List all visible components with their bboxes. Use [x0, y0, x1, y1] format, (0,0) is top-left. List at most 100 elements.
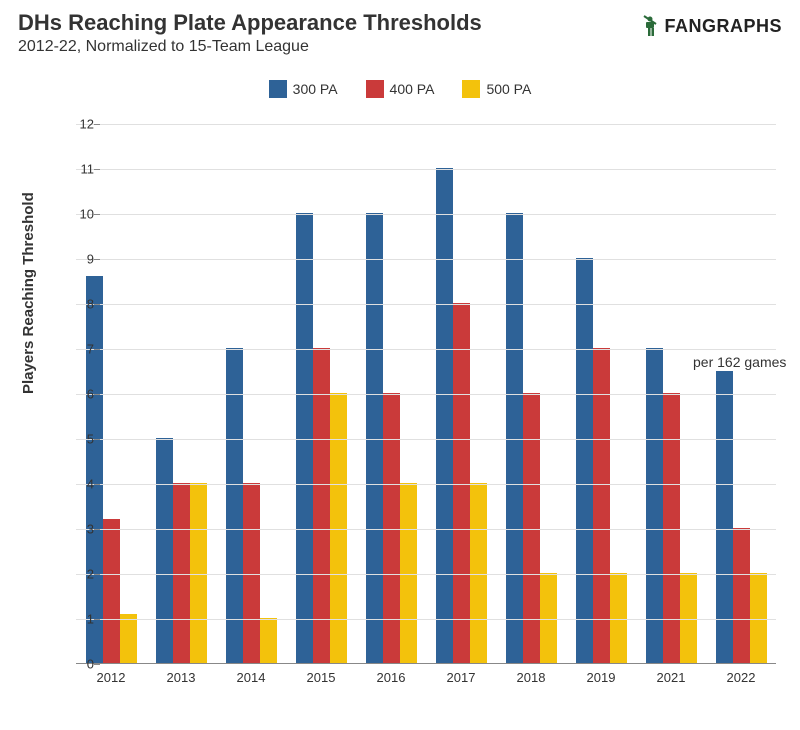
bar	[733, 528, 750, 663]
legend-label: 300 PA	[293, 81, 338, 97]
legend-label: 500 PA	[486, 81, 531, 97]
grid-line	[76, 214, 776, 215]
y-tick-mark	[94, 349, 100, 350]
x-tick-label: 2014	[216, 670, 286, 685]
grid-line	[76, 529, 776, 530]
bar	[366, 213, 383, 663]
fangraphs-logo: FANGRAPHS	[642, 14, 782, 38]
y-tick-mark	[94, 214, 100, 215]
y-tick-label: 1	[64, 612, 94, 627]
bar	[610, 573, 627, 663]
bar	[330, 393, 347, 663]
y-tick-label: 4	[64, 477, 94, 492]
y-tick-mark	[94, 574, 100, 575]
bar-group	[146, 438, 216, 663]
y-tick-label: 5	[64, 432, 94, 447]
y-tick-label: 0	[64, 657, 94, 672]
y-tick-mark	[94, 304, 100, 305]
grid-line	[76, 259, 776, 260]
x-axis-labels: 2012201320142015201620172018201920212022	[76, 670, 776, 685]
y-tick-label: 11	[64, 162, 94, 177]
grid-line	[76, 619, 776, 620]
bar	[190, 483, 207, 663]
legend-swatch	[462, 80, 480, 98]
legend-item: 400 PA	[366, 80, 435, 98]
bar-group	[356, 213, 426, 663]
bar	[506, 213, 523, 663]
legend-label: 400 PA	[390, 81, 435, 97]
bar	[103, 519, 120, 663]
bar-group	[76, 276, 146, 663]
y-tick-mark	[94, 619, 100, 620]
bar	[296, 213, 313, 663]
bar	[593, 348, 610, 663]
bar	[646, 348, 663, 663]
y-tick-mark	[94, 259, 100, 260]
y-tick-label: 6	[64, 387, 94, 402]
y-tick-mark	[94, 169, 100, 170]
bar-group	[636, 348, 706, 663]
bar	[383, 393, 400, 663]
chart-legend: 300 PA 400 PA 500 PA	[0, 80, 800, 98]
bar	[470, 483, 487, 663]
bar	[120, 614, 137, 664]
grid-line	[76, 124, 776, 125]
chart-title: DHs Reaching Plate Appearance Thresholds	[18, 10, 482, 36]
y-axis-label: Players Reaching Threshold	[20, 192, 37, 394]
chart-plot-area	[76, 124, 776, 664]
bar-group	[566, 258, 636, 663]
y-tick-label: 10	[64, 207, 94, 222]
grid-line	[76, 439, 776, 440]
y-tick-mark	[94, 664, 100, 665]
x-tick-label: 2015	[286, 670, 356, 685]
grid-line	[76, 574, 776, 575]
grid-line	[76, 304, 776, 305]
legend-swatch	[366, 80, 384, 98]
x-tick-label: 2016	[356, 670, 426, 685]
grid-line	[76, 169, 776, 170]
legend-swatch	[269, 80, 287, 98]
bar	[523, 393, 540, 663]
x-tick-label: 2012	[76, 670, 146, 685]
chart-header: DHs Reaching Plate Appearance Thresholds…	[18, 10, 482, 56]
x-tick-label: 2021	[636, 670, 706, 685]
bar	[453, 303, 470, 663]
y-tick-label: 9	[64, 252, 94, 267]
legend-item: 300 PA	[269, 80, 338, 98]
y-tick-label: 12	[64, 117, 94, 132]
y-tick-mark	[94, 439, 100, 440]
grid-line	[76, 349, 776, 350]
grid-line	[76, 394, 776, 395]
y-tick-label: 7	[64, 342, 94, 357]
bar	[313, 348, 330, 663]
bar-group	[496, 213, 566, 663]
legend-item: 500 PA	[462, 80, 531, 98]
bar	[750, 573, 767, 663]
y-tick-label: 2	[64, 567, 94, 582]
logo-text: FANGRAPHS	[664, 16, 782, 37]
bar-group	[286, 213, 356, 663]
bar	[540, 573, 557, 663]
bar	[243, 483, 260, 663]
y-tick-label: 3	[64, 522, 94, 537]
y-tick-label: 8	[64, 297, 94, 312]
bar	[436, 168, 453, 663]
y-tick-mark	[94, 529, 100, 530]
y-tick-mark	[94, 394, 100, 395]
y-tick-mark	[94, 484, 100, 485]
bar-group	[426, 168, 496, 663]
x-tick-label: 2018	[496, 670, 566, 685]
batter-icon	[642, 14, 660, 38]
y-tick-mark	[94, 124, 100, 125]
x-tick-label: 2013	[146, 670, 216, 685]
bar	[226, 348, 243, 663]
bar	[86, 276, 103, 663]
bar	[680, 573, 697, 663]
bar	[173, 483, 190, 663]
bar-group	[216, 348, 286, 663]
x-tick-label: 2019	[566, 670, 636, 685]
bar	[576, 258, 593, 663]
bar	[663, 393, 680, 663]
chart-annotation: per 162 games	[693, 354, 786, 370]
bar	[400, 483, 417, 663]
